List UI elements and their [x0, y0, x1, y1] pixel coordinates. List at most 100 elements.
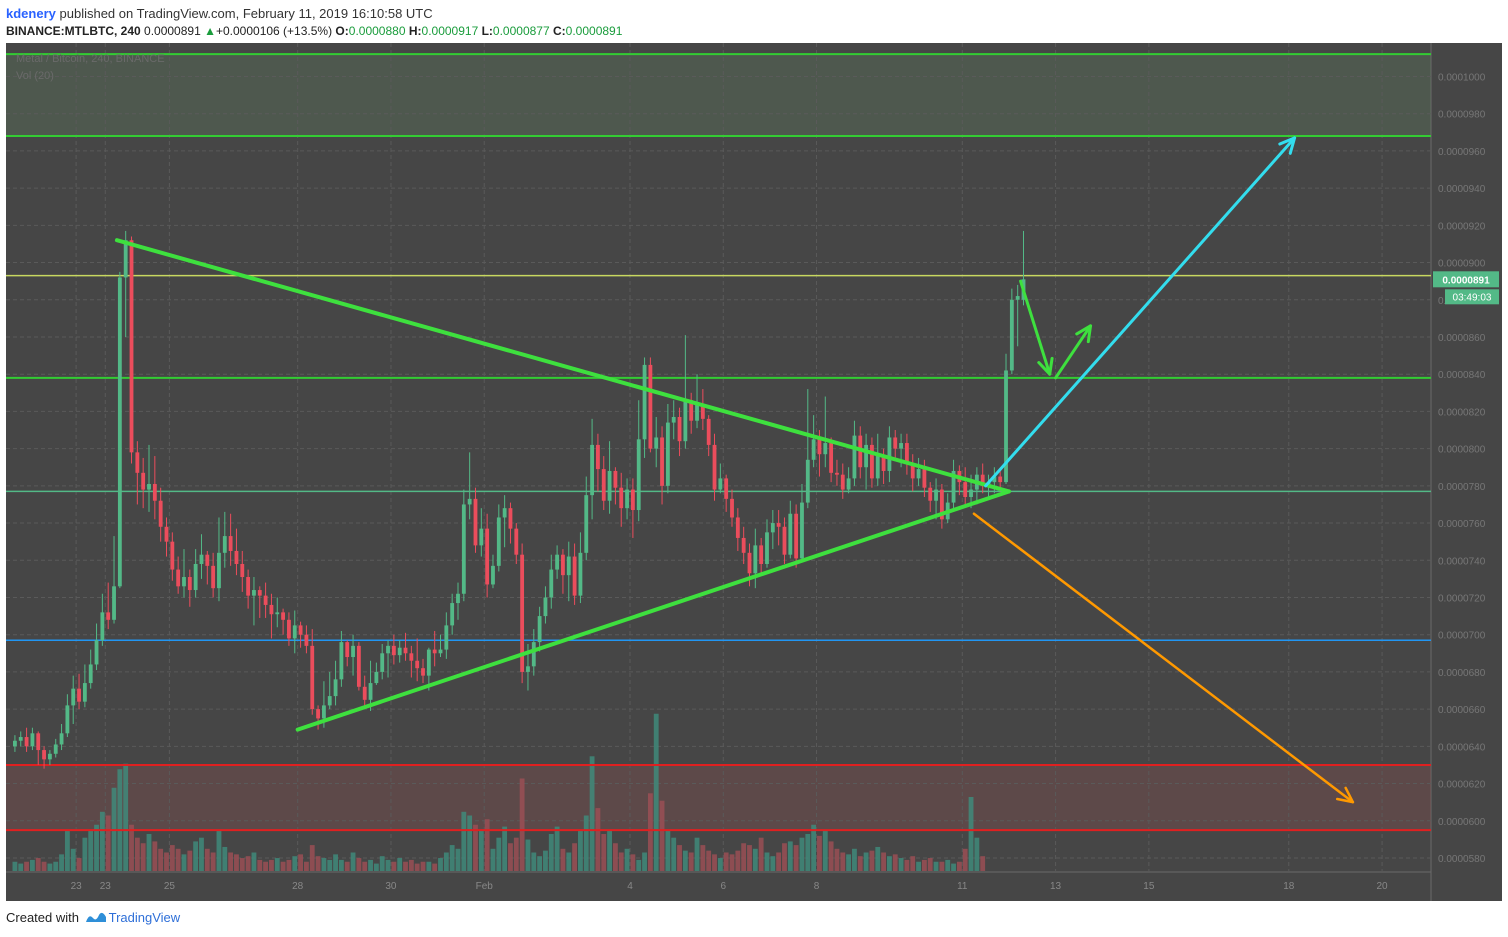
candle-body [65, 705, 70, 734]
price-chart[interactable]: 0.0001000 0.0000980 0.0000960 0.0000940 0.00… [6, 43, 1502, 901]
volume-bar [169, 845, 175, 871]
volume-bar [618, 852, 624, 871]
price-tick-label: 0.0000700 [1438, 631, 1486, 642]
legend-title: Metal / Bitcoin, 240, BINANCE [16, 53, 165, 65]
volume-bar [787, 841, 793, 871]
price-tick-label: 0.0000660 [1438, 705, 1486, 716]
volume-bar [467, 815, 473, 871]
candle-body [444, 625, 449, 650]
volume-bar [420, 861, 426, 871]
volume-bar [146, 834, 152, 871]
price-tick-label: 0.0000760 [1438, 519, 1486, 530]
volume-bar [910, 856, 916, 871]
volume-bars [12, 713, 986, 871]
volume-bar [251, 852, 257, 871]
candle-body [287, 619, 291, 639]
volume-bar [438, 858, 443, 871]
time-tick-label: 8 [814, 881, 820, 892]
candle-body [759, 545, 764, 564]
volume-bar [449, 845, 455, 871]
bounce-arrow-head [1075, 324, 1093, 344]
symbol: BINANCE:MTLBTC, 240 [6, 24, 141, 38]
volume-bar [338, 859, 344, 871]
price-tick-label: 0.0000820 [1438, 407, 1486, 418]
candle-body [129, 240, 134, 453]
tradingview-logo-icon [85, 912, 106, 922]
tradingview-brand[interactable]: TradingView [108, 910, 181, 925]
bounce-arrow [1054, 324, 1093, 380]
open-label: O: [335, 24, 349, 38]
candle-body [24, 737, 29, 747]
bullish-arrow-head [1278, 136, 1297, 155]
volume-bar [333, 854, 338, 871]
candle-body [257, 590, 262, 596]
volume-bar [887, 856, 892, 871]
candle-body [747, 552, 752, 574]
candle-body [904, 443, 909, 464]
last-price: 0.0000891 [144, 24, 201, 38]
candle-body [613, 470, 618, 488]
support-zone [6, 764, 1431, 831]
volume-bar [560, 848, 566, 871]
candle-body [182, 577, 186, 587]
author-name[interactable]: kdenery [6, 6, 56, 21]
candle-body [100, 612, 105, 641]
volume-bar [134, 837, 140, 871]
volume-bar [817, 835, 822, 871]
volume-bar [840, 852, 846, 871]
volume-bar [403, 861, 408, 871]
publish-line: kdenery published on TradingView.com, Fe… [6, 6, 433, 21]
candle-body [753, 545, 758, 574]
candle-body [135, 452, 140, 473]
candle-body [526, 666, 530, 672]
drawings [114, 136, 1355, 804]
volume-bar [630, 854, 636, 871]
volume-bar [24, 861, 29, 871]
candle-body [421, 668, 425, 676]
volume-bar [601, 834, 607, 871]
candle-body [141, 472, 146, 490]
volume-bar [717, 858, 723, 871]
candle-body [870, 444, 874, 479]
candle-body [59, 733, 64, 745]
price-axis-background[interactable] [1431, 43, 1502, 901]
volume-bar [828, 841, 834, 871]
volume-bar [706, 850, 712, 871]
volume-bar [29, 859, 35, 871]
candle-body [112, 586, 116, 620]
candle-body [735, 517, 740, 538]
volume-bar [210, 852, 216, 871]
price-tick-label: 0.0000600 [1438, 817, 1486, 828]
volume-bar [502, 826, 508, 871]
volume-bar [671, 837, 677, 871]
candle-body [846, 478, 851, 490]
countdown-tag-label: 03:49:03 [1453, 292, 1492, 303]
volume-bar [595, 808, 601, 871]
volume-bar [589, 756, 595, 871]
volume-bar [741, 843, 747, 871]
candle-body [998, 476, 1003, 483]
candle-body [234, 550, 239, 564]
candle-body [741, 537, 746, 553]
time-tick-label: 4 [627, 881, 633, 892]
volume-bar [793, 845, 799, 871]
volume-bar [578, 830, 583, 871]
candle-body [82, 683, 87, 702]
candle-body [77, 688, 81, 702]
volume-bar [834, 848, 840, 871]
volume-bar [682, 850, 688, 871]
volume-bar [53, 861, 59, 871]
volume-bar [583, 815, 589, 871]
candle-body [625, 489, 629, 509]
candle-body [176, 569, 181, 587]
volume-bar [373, 863, 379, 871]
grid [6, 43, 1431, 871]
volume-bar [933, 861, 939, 871]
upper-trendline [114, 238, 1011, 494]
up-triangle-icon: ▲ [204, 24, 216, 38]
last-price-tag [1433, 271, 1499, 288]
candle-body [147, 483, 151, 490]
volume-bar [204, 848, 210, 871]
volume-bar [199, 837, 204, 871]
volume-bar [554, 826, 560, 871]
